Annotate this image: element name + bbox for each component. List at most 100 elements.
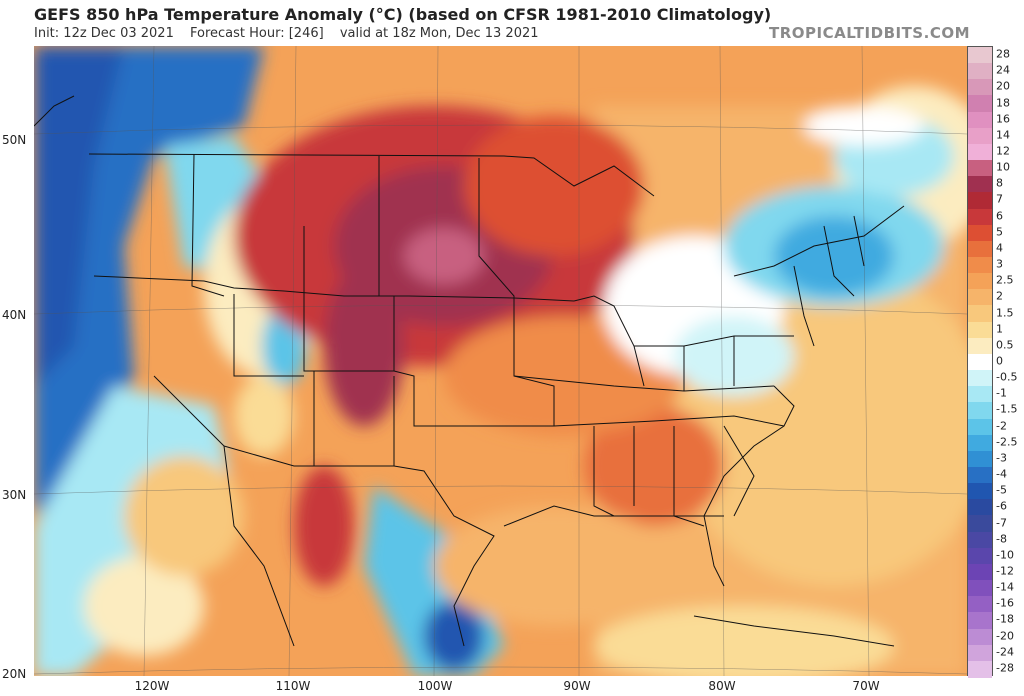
colorbar-swatch <box>968 450 992 468</box>
colorbar-label: -1 <box>996 386 1007 400</box>
colorbar-label: -3 <box>996 451 1007 465</box>
boundaries <box>34 95 905 647</box>
colorbar-swatch <box>968 644 992 662</box>
colorbar-swatch <box>968 660 992 678</box>
colorbar-label: -6 <box>996 499 1007 513</box>
colorbar-swatch <box>968 515 992 533</box>
lon-label: 110W <box>275 679 311 693</box>
lon-label: 70W <box>852 679 880 693</box>
colorbar-label: 6 <box>996 209 1003 223</box>
colorbar-swatch <box>968 596 992 614</box>
forecast-hour: Forecast Hour: [246] <box>189 26 324 41</box>
colorbar-label: 1 <box>996 322 1003 336</box>
colorbar-label: -1.5 <box>996 402 1018 416</box>
site-watermark: TROPICALTIDBITS.COM <box>769 24 970 42</box>
colorbar-label: -4 <box>996 467 1007 481</box>
valid-time: valid at 18z Mon, Dec 13 2021 <box>339 26 539 41</box>
colorbar-swatch <box>968 612 992 630</box>
colorbar-label: 14 <box>996 128 1010 142</box>
colorbar-swatch <box>968 563 992 581</box>
colorbar-label: 12 <box>996 144 1010 158</box>
colorbar-swatch <box>968 467 992 484</box>
map-title: GEFS 850 hPa Temperature Anomaly (°C) (b… <box>34 5 772 24</box>
anomaly-field <box>34 46 967 676</box>
colorbar-swatch <box>968 208 992 226</box>
colorbar-swatch <box>968 273 992 291</box>
map-header: GEFS 850 hPa Temperature Anomaly (°C) (b… <box>0 0 1024 46</box>
colorbar-swatch <box>968 386 992 404</box>
colorbar-swatch <box>968 95 992 113</box>
colorbar-label: -7 <box>996 516 1007 530</box>
colorbar-label: -20 <box>996 629 1014 643</box>
colorbar-swatch <box>968 240 992 258</box>
colorbar-label: -18 <box>996 612 1014 626</box>
us-canada-border <box>88 153 655 197</box>
colorbar-swatch <box>968 547 992 565</box>
colorbar-swatch <box>968 499 992 517</box>
colorbar-swatch <box>968 402 992 420</box>
colorbar <box>967 46 993 678</box>
colorbar-swatch <box>968 580 992 598</box>
colorbar-label: 3 <box>996 257 1003 271</box>
colorbar-swatch <box>968 628 992 646</box>
colorbar-swatch <box>968 224 992 242</box>
colorbar-swatch <box>968 531 992 549</box>
colorbar-label: -10 <box>996 548 1014 562</box>
colorbar-swatch <box>968 434 992 452</box>
lon-label: 80W <box>708 679 736 693</box>
colorbar-swatch <box>968 321 992 339</box>
colorbar-swatch <box>968 79 992 97</box>
lat-label: 30N <box>2 488 27 502</box>
lon-label: 90W <box>563 679 591 693</box>
graticule <box>34 46 967 676</box>
colorbar-label: 4 <box>996 241 1003 255</box>
colorbar-label: 2.5 <box>996 273 1014 287</box>
colorbar-label: -14 <box>996 580 1014 594</box>
colorbar-swatch <box>968 111 992 129</box>
colorbar-label: -8 <box>996 532 1007 546</box>
colorbar-label: -5 <box>996 483 1007 497</box>
colorbar-label: 10 <box>996 160 1010 174</box>
colorbar-label: 28 <box>996 47 1010 61</box>
lat-label: 20N <box>2 667 27 681</box>
lat-label: 40N <box>2 308 27 322</box>
colorbar-swatch <box>968 143 992 161</box>
colorbar-swatch <box>968 63 992 81</box>
colorbar-swatch <box>968 305 992 323</box>
colorbar-label: 2 <box>996 289 1003 303</box>
colorbar-label: -28 <box>996 661 1014 675</box>
colorbar-label: 0.5 <box>996 338 1014 352</box>
colorbar-label: 0 <box>996 354 1003 368</box>
colorbar-swatch <box>968 160 992 178</box>
colorbar-label: 5 <box>996 225 1003 239</box>
colorbar-swatch <box>968 289 992 307</box>
colorbar-swatch <box>968 127 992 145</box>
init-time: Init: 12z Dec 03 2021 <box>34 26 174 41</box>
colorbar-swatch <box>968 176 992 194</box>
colorbar-label: -2.5 <box>996 435 1018 449</box>
lon-label: 100W <box>417 679 453 693</box>
colorbar-label: 8 <box>996 176 1003 190</box>
anomaly-map <box>34 46 967 676</box>
colorbar-label: 7 <box>996 192 1003 206</box>
colorbar-label: 24 <box>996 63 1010 77</box>
colorbar-swatch <box>968 192 992 210</box>
colorbar-label: 20 <box>996 79 1010 93</box>
colorbar-swatch <box>968 418 992 436</box>
colorbar-label: -16 <box>996 596 1014 610</box>
lat-label: 50N <box>2 133 27 147</box>
colorbar-label: -2 <box>996 419 1007 433</box>
colorbar-label: 1.5 <box>996 306 1014 320</box>
colorbar-label: 16 <box>996 112 1010 126</box>
forecast-info: Init: 12z Dec 03 2021 Forecast Hour: [24… <box>34 26 551 41</box>
colorbar-swatch <box>968 483 992 501</box>
colorbar-swatch <box>968 353 992 371</box>
lon-label: 120W <box>134 679 170 693</box>
colorbar-label: -12 <box>996 564 1014 578</box>
colorbar-label: 18 <box>996 96 1010 110</box>
colorbar-swatch <box>968 47 992 64</box>
colorbar-label: -0.5 <box>996 370 1018 384</box>
colorbar-label: -24 <box>996 645 1014 659</box>
anomaly-map-svg <box>34 46 967 676</box>
colorbar-swatch <box>968 257 992 274</box>
